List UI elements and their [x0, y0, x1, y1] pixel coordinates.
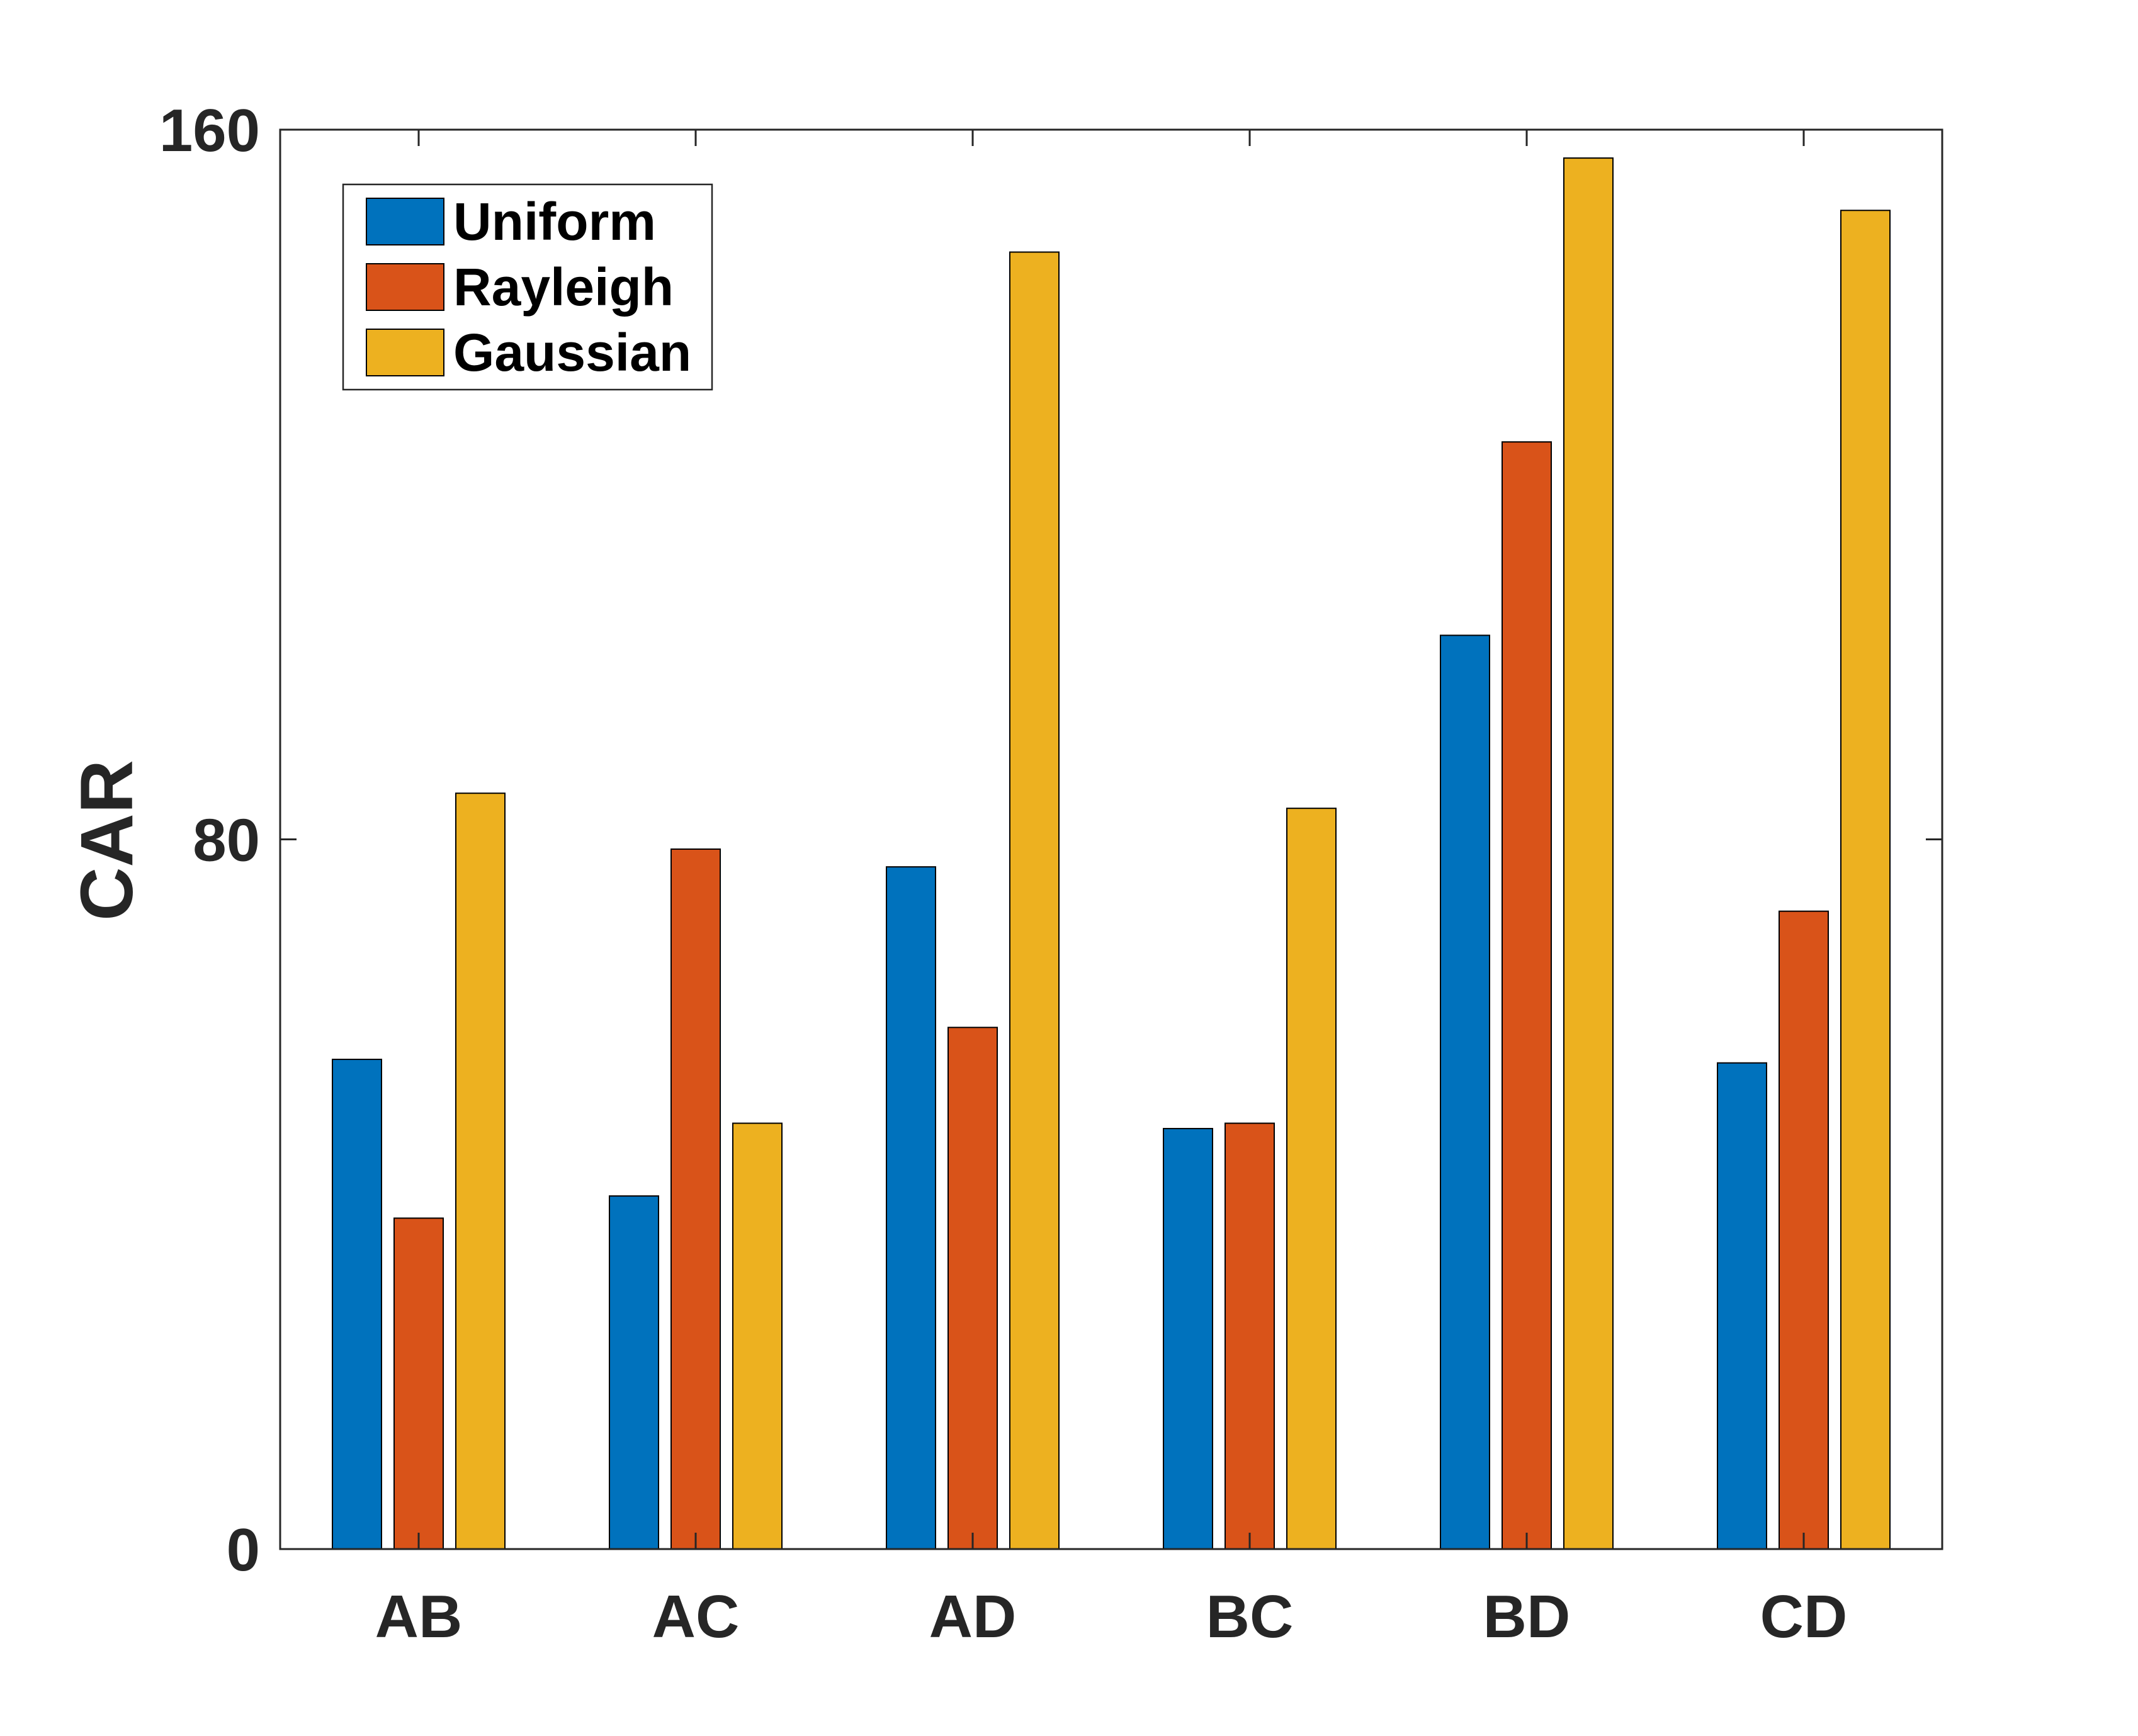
x-tick-label: AB	[375, 1583, 463, 1650]
bar-uniform-cd	[1717, 1062, 1767, 1550]
bar-gaussian-bc	[1286, 808, 1337, 1550]
legend-label-gaussian: Gaussian	[453, 323, 691, 382]
bar-gaussian-ac	[732, 1122, 783, 1550]
bar-uniform-ab	[332, 1059, 382, 1550]
bar-rayleigh-bd	[1502, 441, 1552, 1550]
x-tick-labels: AB AC AD BC BD CD	[375, 1583, 1848, 1650]
x-tick-label: BD	[1483, 1583, 1571, 1650]
x-tick-label: AC	[652, 1583, 740, 1650]
y-axis-label: CAR	[65, 760, 149, 921]
axes-box	[279, 128, 1943, 1550]
x-tick-label: AD	[929, 1583, 1017, 1650]
y-tick-label: 0	[227, 1516, 260, 1584]
bar-rayleigh-ac	[670, 848, 721, 1550]
x-tick-label: BC	[1206, 1583, 1294, 1650]
y-tick-label: 160	[159, 97, 260, 164]
legend-label-uniform: Uniform	[453, 192, 656, 251]
legend-swatch-gaussian	[366, 329, 444, 376]
legend-label-rayleigh: Rayleigh	[453, 257, 674, 317]
legend-swatch-rayleigh	[366, 263, 444, 311]
bar-rayleigh-ad	[947, 1027, 998, 1550]
bar-gaussian-cd	[1840, 210, 1891, 1550]
y-tick-label: 80	[193, 807, 260, 874]
bar-gaussian-bd	[1563, 157, 1614, 1550]
legend: Uniform Rayleigh Gaussian	[342, 183, 713, 391]
legend-swatch-uniform	[366, 198, 444, 245]
bar-uniform-bc	[1163, 1127, 1213, 1550]
bars-group	[332, 157, 1891, 1550]
x-tick-label: CD	[1760, 1583, 1848, 1650]
bar-gaussian-ab	[455, 792, 506, 1550]
bar-uniform-bd	[1440, 634, 1490, 1550]
y-tick-labels: 0 80 160	[159, 97, 260, 1584]
bar-gaussian-ad	[1009, 251, 1060, 1550]
bar-uniform-ac	[609, 1195, 659, 1550]
bar-rayleigh-bc	[1225, 1122, 1275, 1550]
bar-rayleigh-ab	[393, 1217, 444, 1550]
bar-uniform-ad	[886, 866, 936, 1550]
bar-rayleigh-cd	[1779, 910, 1829, 1550]
